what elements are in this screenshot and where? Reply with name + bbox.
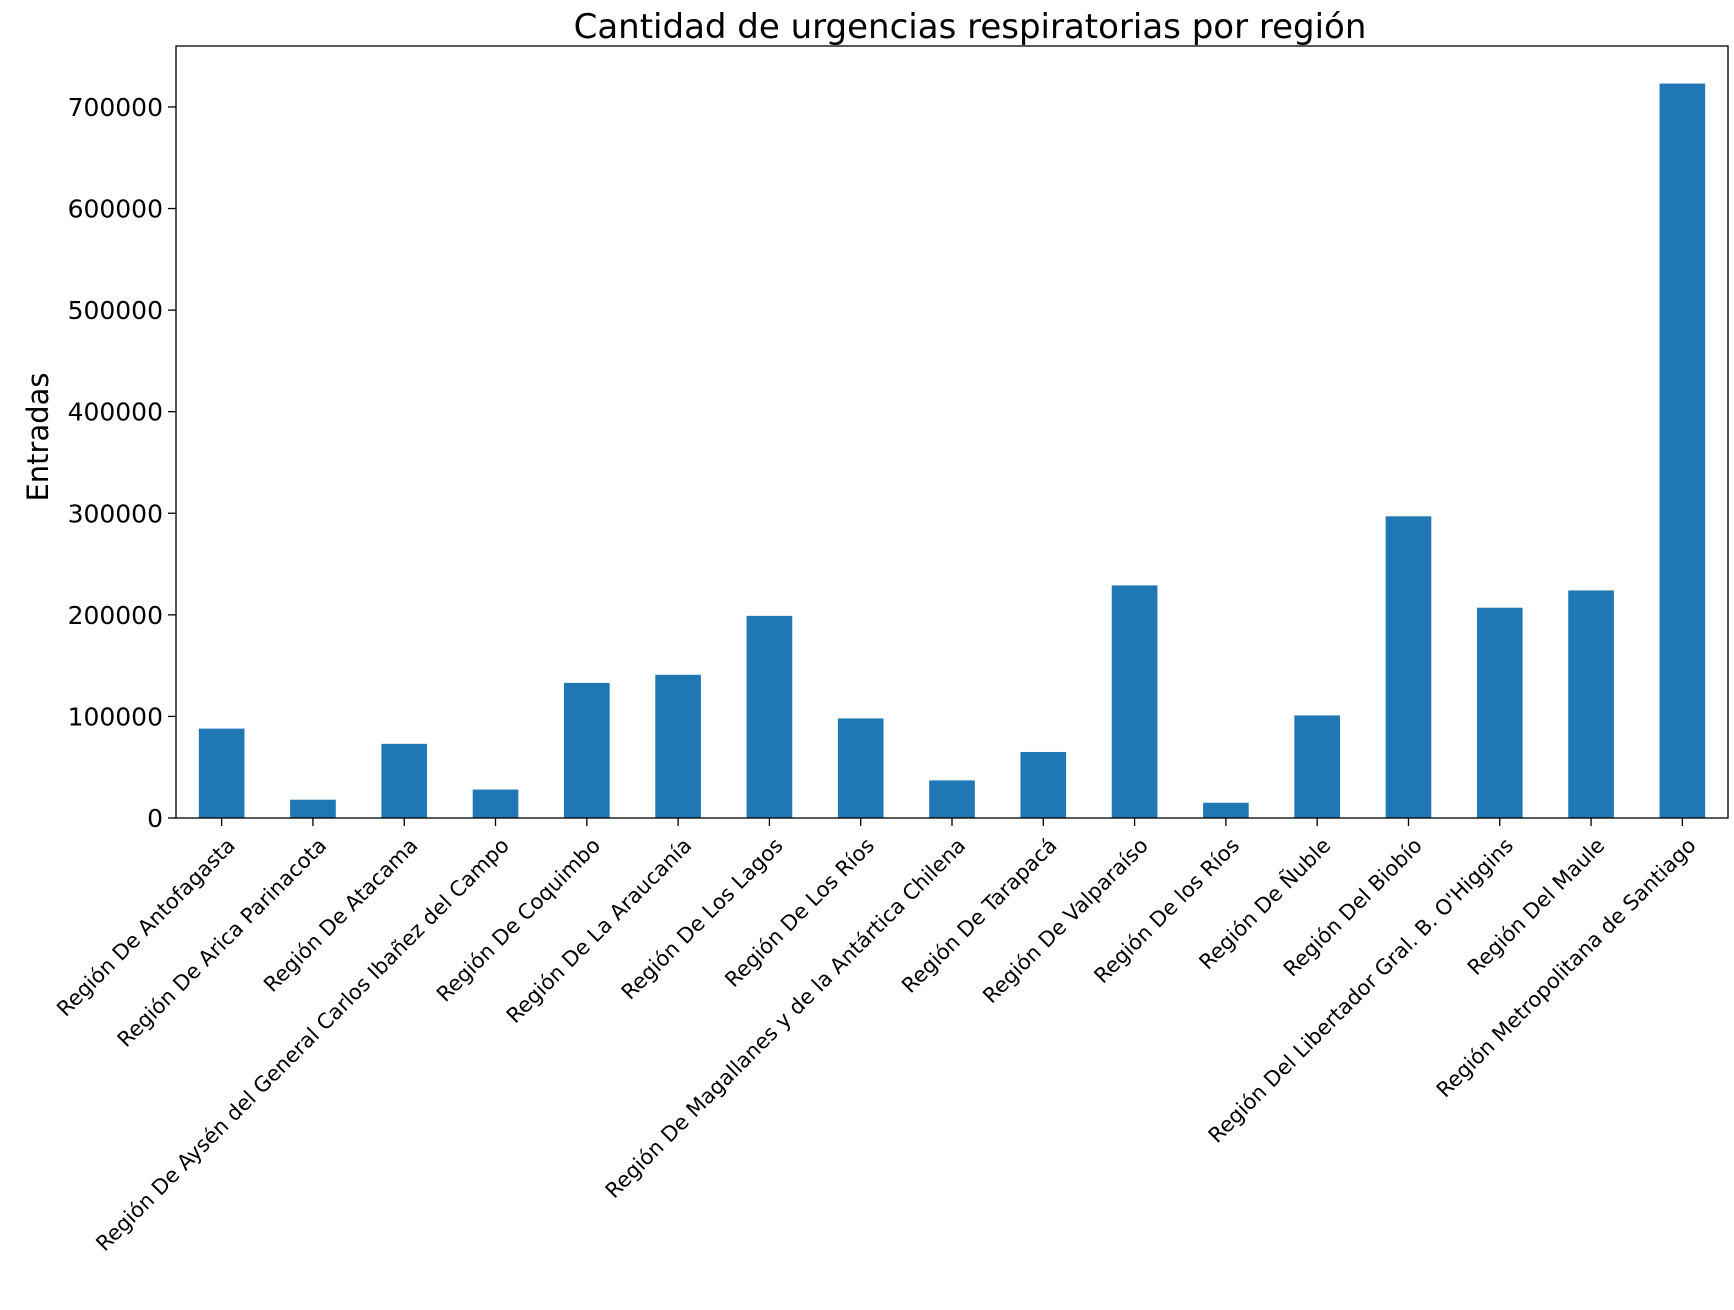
bar (1568, 590, 1614, 818)
bar (1476, 607, 1523, 818)
x-tick-label: Región De Aysén del General Carlos Ibañe… (91, 833, 513, 1255)
bar (564, 682, 610, 818)
x-tick-label: Región De Tarapacá (897, 833, 1062, 998)
bar (1659, 83, 1706, 818)
x-tick-label: Región De Valparaíso (978, 833, 1153, 1008)
bar (746, 615, 793, 818)
y-tick-label: 100000 (68, 702, 163, 731)
bar (290, 799, 336, 818)
y-axis-label: Entradas (21, 372, 55, 501)
x-tick-label: Región De Atacama (259, 833, 422, 996)
bar (198, 728, 245, 818)
bar (929, 780, 975, 818)
bar (1111, 585, 1158, 818)
chart-title: Cantidad de urgencias respiratorias por … (574, 7, 1367, 47)
plot-area-frame (175, 45, 1729, 819)
bar (381, 743, 428, 818)
x-tick-label: Región De Los Ríos (720, 833, 879, 992)
bar (1203, 802, 1249, 818)
x-tick-label: Región De Los Lagos (617, 833, 788, 1004)
bar (1385, 516, 1432, 818)
bar (1020, 751, 1067, 818)
x-tick-label: Región Del Libertador Gral. B. O'Higgins (1204, 833, 1518, 1147)
y-tick-label: 400000 (68, 398, 163, 427)
bar (837, 718, 884, 818)
y-tick-label: 700000 (68, 93, 163, 122)
bar (655, 674, 701, 818)
y-tick-label: 0 (147, 804, 163, 833)
bar (1294, 715, 1340, 818)
bars-group (198, 83, 1706, 818)
x-tick-label: Región De Coquimbo (432, 833, 605, 1006)
bar (472, 789, 519, 818)
y-axis-ticks: 0 100000 200000 300000 400000 500000 600000 700… (68, 93, 176, 833)
y-tick-label: 600000 (68, 195, 163, 224)
y-tick-label: 200000 (68, 601, 163, 630)
y-tick-label: 500000 (68, 296, 163, 325)
x-tick-label: Región De Antofagasta (52, 833, 240, 1021)
x-tick-label: Región De La Araucanía (502, 833, 697, 1028)
y-tick-label: 300000 (68, 499, 163, 528)
